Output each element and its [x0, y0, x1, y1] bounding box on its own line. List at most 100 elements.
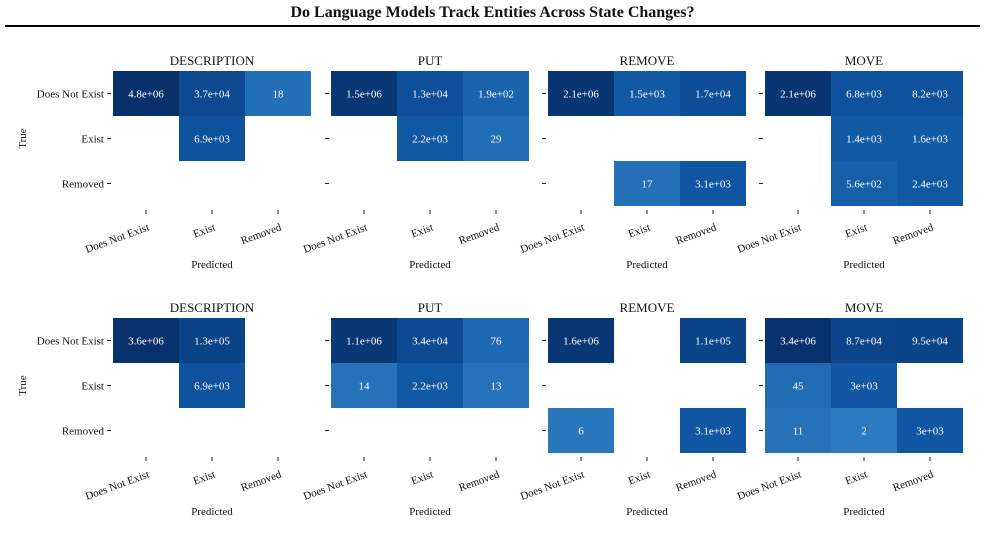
heatmap-cell-put-top-r1c2	[463, 116, 529, 161]
cell-label-remove-bottom-r0c2: 1.1e+05	[695, 336, 731, 348]
heatmap-cell-description-top-r0c2	[245, 71, 311, 116]
x-axis-label-move-bottom: Predicted	[843, 506, 885, 518]
cell-label-put-bottom-r0c0: 1.1e+06	[346, 336, 382, 348]
panel-title-put-bottom: PUT	[418, 300, 443, 315]
cell-label-move-bottom-r2c0: 11	[793, 426, 804, 438]
x-tick-label-put-bottom-does-not-exist: Does Not Exist	[302, 469, 369, 503]
cell-label-put-top-r0c2: 1.9e+02	[478, 89, 514, 101]
heatmap-cell-move-bottom-r0c2	[897, 318, 963, 363]
cell-label-put-bottom-r1c0: 14	[359, 381, 371, 393]
heatmap-cell-move-bottom-r2c2	[897, 408, 963, 453]
x-tick-label-description-top-removed: Removed	[239, 221, 283, 247]
y-tick-label-description-top-does-not-exist: Does Not Exist	[37, 89, 104, 101]
cell-label-remove-bottom-r2c2: 3.1e+03	[695, 426, 731, 438]
x-axis-label-description-top: Predicted	[191, 259, 233, 271]
heatmap-cell-description-top-r0c1	[179, 71, 245, 116]
y-axis-label-description-bottom: True	[17, 375, 29, 395]
cell-label-move-bottom-r2c2: 3e+03	[916, 426, 944, 438]
heatmap-cell-put-top-r0c1	[397, 71, 463, 116]
heatmap-cell-remove-top-r2c1	[614, 161, 680, 206]
x-tick-label-remove-top-removed: Removed	[674, 221, 718, 247]
cell-label-move-bottom-r1c0: 45	[793, 381, 805, 393]
heatmap-cell-move-top-r0c1	[831, 71, 897, 116]
cell-label-move-top-r1c1: 1.4e+03	[846, 134, 882, 146]
cell-label-description-top-r0c0: 4.8e+06	[128, 89, 164, 101]
cell-label-remove-bottom-r0c0: 1.6e+06	[563, 336, 599, 348]
x-tick-label-move-bottom-removed: Removed	[891, 468, 935, 494]
heatmap-cell-description-bottom-r0c1	[179, 318, 245, 363]
panel-title-remove-top: REMOVE	[620, 53, 675, 68]
cell-label-move-bottom-r0c1: 8.7e+04	[846, 336, 882, 348]
heatmap-cell-put-top-r0c2	[463, 71, 529, 116]
cell-label-move-top-r0c0: 2.1e+06	[780, 89, 816, 101]
cell-label-move-bottom-r0c2: 9.5e+04	[912, 336, 948, 348]
heatmap-cell-move-top-r2c2	[897, 161, 963, 206]
panel-title-description-top: DESCRIPTION	[170, 53, 255, 68]
panel-title-remove-bottom: REMOVE	[620, 300, 675, 315]
x-tick-label-description-bottom-does-not-exist: Does Not Exist	[84, 469, 151, 503]
x-tick-label-put-bottom-removed: Removed	[457, 468, 501, 494]
heatmap-cell-remove-top-r0c2	[680, 71, 746, 116]
cell-label-description-top-r0c2: 18	[273, 89, 285, 101]
heatmap-cell-move-bottom-r0c0	[765, 318, 831, 363]
heatmap-cell-put-bottom-r0c1	[397, 318, 463, 363]
y-tick-label-description-top-exist: Exist	[81, 134, 104, 146]
x-tick-label-remove-bottom-exist: Exist	[627, 469, 652, 488]
x-axis-label-description-bottom: Predicted	[191, 506, 233, 518]
heatmap-cell-description-top-r1c1	[179, 116, 245, 161]
heatmap-cell-move-top-r1c2	[897, 116, 963, 161]
heatmap-cell-move-bottom-r1c0	[765, 363, 831, 408]
y-axis-label-description-top: True	[17, 128, 29, 148]
x-axis-label-remove-bottom: Predicted	[626, 506, 668, 518]
cell-label-put-bottom-r1c2: 13	[491, 381, 503, 393]
x-tick-label-move-bottom-does-not-exist: Does Not Exist	[736, 469, 803, 503]
cell-label-remove-top-r2c1: 17	[642, 179, 654, 191]
x-tick-label-move-top-exist: Exist	[844, 222, 869, 241]
cell-label-remove-top-r2c2: 3.1e+03	[695, 179, 731, 191]
panel-title-put-top: PUT	[418, 53, 443, 68]
y-tick-label-description-top-removed: Removed	[62, 179, 105, 191]
x-tick-label-put-top-does-not-exist: Does Not Exist	[302, 222, 369, 256]
cell-label-put-top-r1c1: 2.2e+03	[412, 134, 448, 146]
cell-label-put-top-r0c0: 1.5e+06	[346, 89, 382, 101]
cell-label-move-top-r2c2: 2.4e+03	[912, 179, 948, 191]
panel-title-move-top: MOVE	[845, 53, 883, 68]
x-tick-label-remove-bottom-removed: Removed	[674, 468, 718, 494]
cell-label-move-bottom-r0c0: 3.4e+06	[780, 336, 816, 348]
y-tick-label-description-bottom-does-not-exist: Does Not Exist	[37, 336, 104, 348]
heatmap-cell-move-top-r1c1	[831, 116, 897, 161]
cell-label-move-top-r1c2: 1.6e+03	[912, 134, 948, 146]
x-tick-label-remove-bottom-does-not-exist: Does Not Exist	[519, 469, 586, 503]
y-tick-label-description-bottom-exist: Exist	[81, 381, 104, 393]
x-axis-label-move-top: Predicted	[843, 259, 885, 271]
cell-label-remove-top-r0c0: 2.1e+06	[563, 89, 599, 101]
cell-label-move-bottom-r1c1: 3e+03	[850, 381, 878, 393]
heatmap-cell-description-bottom-r0c0	[113, 318, 179, 363]
x-tick-label-remove-top-does-not-exist: Does Not Exist	[519, 222, 586, 256]
cell-label-move-top-r2c1: 5.6e+02	[846, 179, 882, 191]
cell-label-remove-bottom-r2c0: 6	[578, 426, 584, 438]
cell-label-put-bottom-r0c1: 3.4e+04	[412, 336, 448, 348]
heatmap-cell-put-bottom-r0c2	[463, 318, 529, 363]
panel-title-description-bottom: DESCRIPTION	[170, 300, 255, 315]
heatmap-cell-remove-top-r0c1	[614, 71, 680, 116]
x-tick-label-description-top-exist: Exist	[192, 222, 217, 241]
x-tick-label-description-bottom-removed: Removed	[239, 468, 283, 494]
heatmap-cell-move-bottom-r2c1	[831, 408, 897, 453]
panel-title-move-bottom: MOVE	[845, 300, 883, 315]
cell-label-move-top-r0c2: 8.2e+03	[912, 89, 948, 101]
x-tick-label-description-top-does-not-exist: Does Not Exist	[84, 222, 151, 256]
x-tick-label-put-top-exist: Exist	[410, 222, 435, 241]
page-title: Do Language Models Track Entities Across…	[290, 4, 695, 21]
title-rule	[5, 25, 980, 27]
cell-label-remove-top-r0c2: 1.7e+04	[695, 89, 731, 101]
cell-label-move-top-r0c1: 6.8e+03	[846, 89, 882, 101]
heatmap-cell-put-bottom-r1c0	[331, 363, 397, 408]
y-tick-label-description-bottom-removed: Removed	[62, 426, 105, 438]
x-tick-label-put-top-removed: Removed	[457, 221, 501, 247]
cell-label-description-top-r0c1: 3.7e+04	[194, 89, 230, 101]
x-tick-label-remove-top-exist: Exist	[627, 222, 652, 241]
heatmap-cell-description-top-r0c0	[113, 71, 179, 116]
x-axis-label-put-top: Predicted	[409, 259, 451, 271]
